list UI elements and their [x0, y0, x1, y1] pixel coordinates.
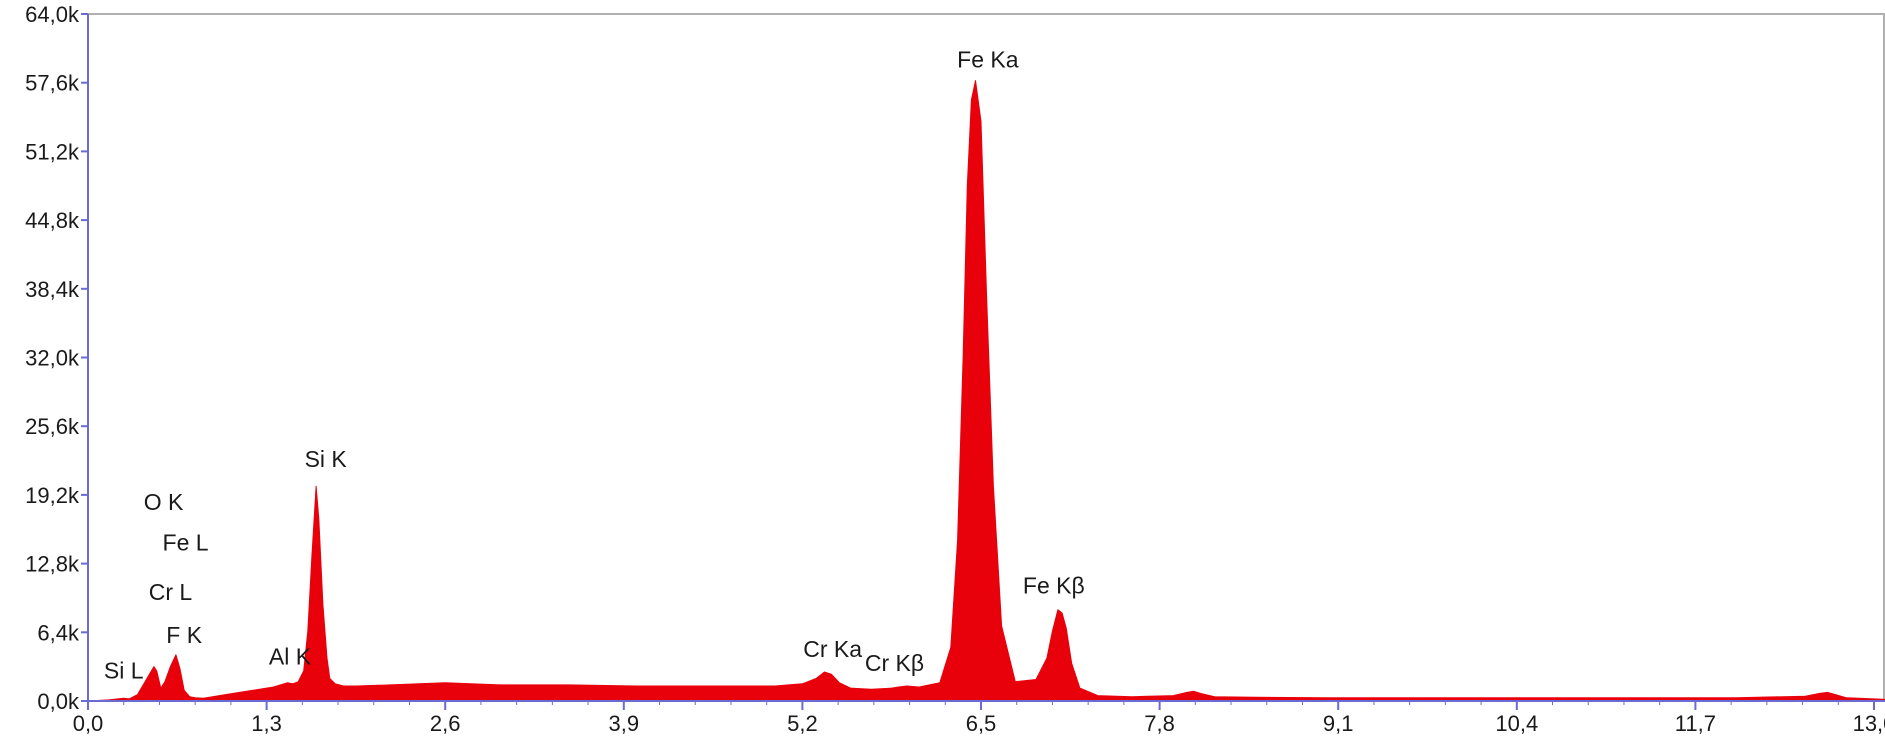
y-tick-label: 25,6k	[25, 414, 80, 439]
peak-label: Al K	[269, 644, 312, 670]
peak-label: Si K	[305, 446, 348, 472]
y-tick-label: 0,0k	[37, 689, 80, 714]
x-tick-label: 5,2	[787, 711, 818, 736]
spectrum-area-0	[87, 80, 1885, 702]
peak-label: Fe L	[163, 530, 209, 556]
peak-label: Si L	[104, 657, 144, 683]
y-tick-label: 44,8k	[25, 208, 80, 233]
peak-label: Cr Ka	[803, 636, 862, 662]
y-tick-label: 19,2k	[25, 483, 80, 508]
x-tick-label: 2,6	[430, 711, 461, 736]
x-tick-label: 3,9	[609, 711, 640, 736]
y-tick-label: 6,4k	[37, 620, 80, 645]
x-tick-label: 13,0	[1853, 711, 1885, 736]
peak-label: Cr Kβ	[865, 650, 924, 676]
peak-label: F K	[166, 622, 202, 648]
peak-label: Cr L	[149, 579, 193, 605]
x-tick-label: 0,0	[73, 711, 104, 736]
y-tick-label: 32,0k	[25, 346, 80, 371]
y-tick-label: 51,2k	[25, 139, 80, 164]
y-tick-label: 38,4k	[25, 277, 80, 302]
y-tick-label: 64,0k	[25, 2, 80, 27]
x-tick-label: 7,8	[1144, 711, 1175, 736]
x-tick-label: 11,7	[1675, 711, 1716, 736]
x-tick-label: 10,4	[1495, 711, 1538, 736]
x-tick-label: 9,1	[1323, 711, 1354, 736]
peak-label: O K	[144, 489, 184, 515]
spectrum-layer	[87, 80, 1885, 702]
axes: 0,0k 6,4k 12,8k 19,2k 25,6k 32,0k 38,4k 44,8k 51…	[25, 2, 1885, 736]
peak-label: Fe Kβ	[1023, 573, 1085, 599]
peak-label: Fe Ka	[957, 47, 1019, 73]
x-tick-label: 1,3	[251, 711, 282, 736]
y-tick-label: 12,8k	[25, 552, 80, 577]
x-tick-label: 6,5	[966, 711, 997, 736]
y-tick-label: 57,6k	[25, 71, 80, 96]
